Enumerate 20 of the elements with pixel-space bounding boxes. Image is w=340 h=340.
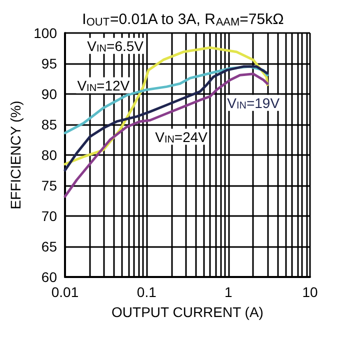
y-tick-label: 100: [34, 25, 58, 41]
series-label: VIN=6.5V: [87, 38, 144, 54]
y-tick-label: 95: [41, 56, 58, 72]
x-axis-title: OUTPUT CURRENT (A): [112, 304, 264, 320]
y-tick-label: 60: [41, 269, 58, 285]
series-label: VIN=24V: [155, 128, 208, 146]
series-label: VIN=19V: [227, 94, 280, 112]
y-tick-label: 75: [41, 178, 58, 194]
x-tick-label: 0.01: [51, 284, 79, 300]
series-label: VIN=12V: [77, 77, 130, 94]
y-tick-label: 70: [41, 208, 58, 224]
y-tick-label: 80: [41, 147, 58, 163]
x-tick-label: 1: [224, 284, 232, 300]
x-tick-label: 0.1: [136, 284, 157, 300]
chart-title: IOUT=0.01A to 3A, RAAM=75kΩ: [82, 11, 284, 28]
x-tick-label: 10: [302, 284, 318, 300]
y-tick-label: 85: [41, 116, 58, 132]
y-tick-label: 65: [41, 238, 58, 254]
y-tick-label: 90: [41, 86, 58, 102]
y-axis-title: EFFICIENCY (%): [8, 100, 24, 210]
